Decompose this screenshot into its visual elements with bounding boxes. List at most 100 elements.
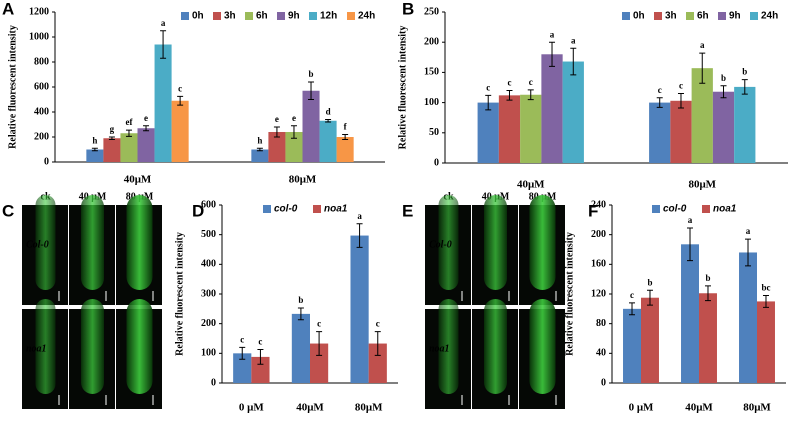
bar (336, 137, 354, 162)
significance-letter: c (376, 319, 380, 329)
significance-letter: d (326, 107, 331, 117)
error-bar (570, 47, 577, 76)
bar (498, 95, 521, 163)
error-bar (656, 97, 663, 108)
y-tick-label: 150 (424, 67, 439, 78)
y-tick-label: 400 (201, 259, 216, 270)
legend-label: 0h (633, 11, 645, 22)
error-bar (342, 134, 349, 140)
significance-letter: c (507, 78, 511, 88)
y-tick-label: 40 (596, 348, 606, 359)
y-tick-label: 200 (34, 131, 49, 142)
panel-label: E (402, 201, 413, 220)
y-tick-label: 100 (424, 97, 439, 108)
y-tick-label: 240 (591, 199, 606, 210)
root-tip (529, 299, 556, 394)
significance-letter: a (161, 18, 166, 28)
error-bar (257, 348, 264, 365)
significance-letter: b (309, 69, 314, 79)
legend-label: 24h (761, 11, 778, 22)
y-tick-label: 500 (201, 229, 216, 240)
y-tick-label: 1200 (29, 6, 49, 17)
legend-label: 24h (358, 11, 375, 22)
error-bar (527, 89, 534, 101)
legend-swatch (622, 12, 630, 20)
legend-swatch (313, 205, 321, 213)
error-bar (125, 129, 132, 137)
legend-label: 6h (256, 11, 268, 22)
error-bar (549, 41, 556, 67)
legend-label: 12h (320, 11, 337, 22)
error-bar (745, 238, 752, 267)
y-tick-label: 800 (34, 56, 49, 67)
legend-swatch (702, 205, 710, 213)
row-label: noa1 (429, 343, 450, 354)
bar (734, 86, 756, 163)
significance-letter: c (240, 334, 244, 344)
error-bar (256, 147, 263, 152)
root-tip (484, 299, 507, 394)
legend-swatch (213, 12, 221, 20)
error-bar (239, 346, 246, 360)
panel-label: C (2, 201, 14, 220)
significance-letter: a (550, 29, 555, 39)
legend-swatch (347, 12, 355, 20)
legend-swatch (654, 12, 662, 20)
y-tick-label: 0 (44, 156, 49, 167)
error-bar (316, 331, 323, 356)
y-tick-label: 200 (201, 318, 216, 329)
significance-letter: h (92, 135, 97, 145)
significance-letter: c (679, 81, 683, 91)
bar (310, 343, 329, 383)
error-bar (297, 307, 304, 321)
error-bar (91, 147, 98, 152)
significance-letter: b (721, 73, 726, 83)
y-axis-label: Relative fluorescent intensity (7, 25, 18, 149)
significance-letter: c (317, 319, 321, 329)
y-tick-label: 300 (201, 288, 216, 299)
x-tick-label: 80μM (688, 179, 716, 191)
bar (86, 149, 104, 162)
x-tick-label: 40μM (685, 402, 713, 414)
error-bar (762, 294, 769, 308)
x-tick-label: 80μM (743, 402, 771, 414)
error-bar (646, 289, 653, 306)
y-tick-label: 0 (601, 377, 606, 388)
legend-label: noa1 (713, 204, 737, 215)
bar (541, 54, 563, 163)
legend-swatch (750, 12, 758, 20)
error-bar (290, 125, 297, 139)
legend-label: 9h (729, 11, 741, 22)
root-tip (126, 299, 153, 394)
bar (233, 353, 252, 383)
significance-letter: b (647, 277, 652, 287)
error-bar (273, 126, 280, 138)
legend-label: 6h (697, 11, 709, 22)
bar (285, 132, 303, 162)
error-bar (108, 136, 115, 140)
significance-letter: bc (761, 283, 770, 293)
legend-label: 9h (288, 11, 300, 22)
bar (739, 252, 757, 383)
panel-label: A (2, 0, 14, 18)
bar (350, 235, 369, 383)
x-tick-label: 0 μM (629, 402, 654, 414)
y-tick-label: 80 (596, 318, 606, 329)
y-tick-label: 250 (424, 6, 439, 17)
significance-letter: a (688, 215, 693, 225)
error-bar (160, 30, 167, 59)
bar (368, 343, 387, 383)
error-bar (177, 95, 184, 106)
x-tick-label: 80μM (355, 402, 383, 414)
legend-swatch (245, 12, 253, 20)
legend-swatch (181, 12, 189, 20)
legend-label: 3h (665, 11, 677, 22)
legend-swatch (652, 205, 660, 213)
y-tick-label: 600 (34, 81, 49, 92)
root-tip (81, 299, 104, 394)
panel-label: B (402, 0, 414, 18)
error-bar (687, 227, 694, 262)
bar (712, 91, 735, 163)
bar (291, 313, 310, 383)
y-tick-label: 50 (429, 127, 439, 138)
